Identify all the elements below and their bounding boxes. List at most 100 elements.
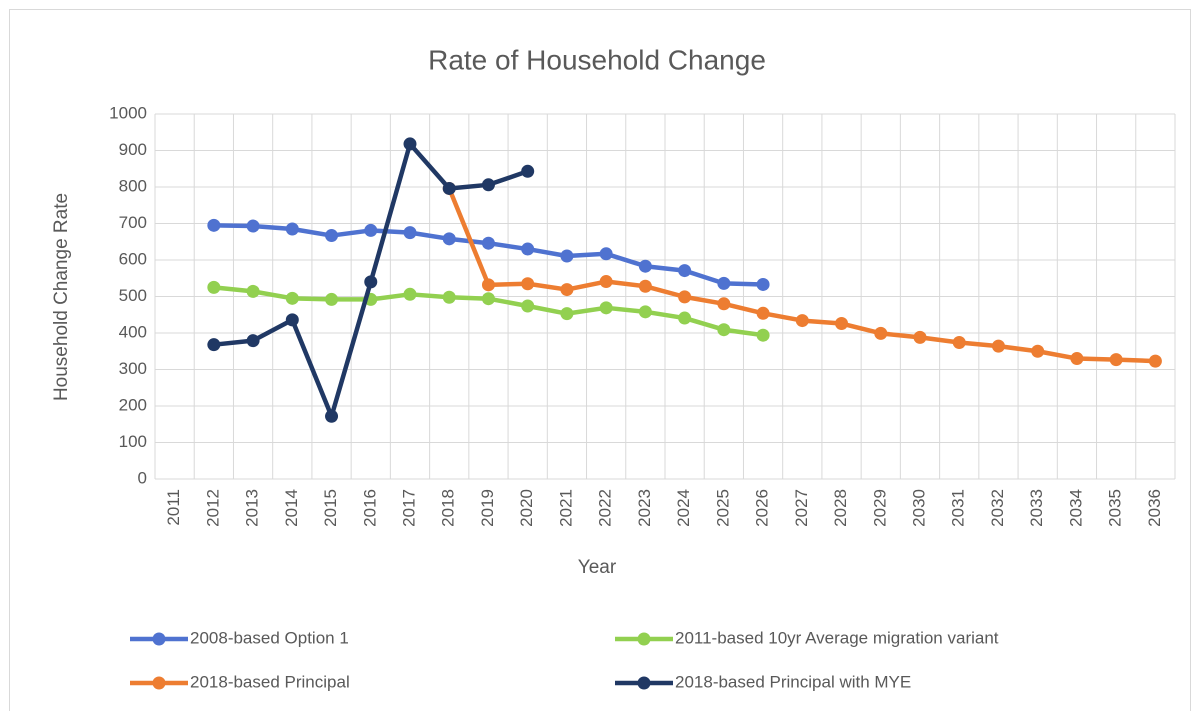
point-marker (246, 334, 260, 348)
x-tick-label: 2034 (1066, 489, 1085, 527)
y-tick-label: 300 (119, 359, 147, 378)
point-marker (521, 242, 535, 256)
point-marker (442, 181, 456, 195)
point-marker (403, 137, 417, 151)
legend-marker (152, 676, 166, 690)
point-marker (717, 297, 731, 311)
point-marker (325, 229, 339, 243)
point-marker (991, 339, 1005, 353)
x-tick-label: 2035 (1106, 489, 1125, 527)
point-marker (638, 259, 652, 273)
legend-label: 2008-based Option 1 (190, 628, 349, 647)
x-tick-label: 2023 (635, 489, 654, 527)
point-marker (795, 314, 809, 328)
point-marker (246, 284, 260, 298)
legend-label: 2011-based 10yr Average migration varian… (675, 628, 999, 647)
x-tick-label: 2013 (243, 489, 262, 527)
legend-label: 2018-based Principal with MYE (675, 672, 911, 691)
x-tick-label: 2030 (909, 489, 928, 527)
x-tick-label: 2019 (478, 489, 497, 527)
point-marker (638, 279, 652, 293)
grid: 0 100 200 300 400 500 600 700 800 900 1000 2011 2012… (109, 103, 1176, 527)
y-tick-label: 200 (119, 395, 147, 414)
x-tick-label: 2015 (321, 489, 340, 527)
point-marker (1031, 344, 1045, 358)
x-tick-label: 2031 (949, 489, 968, 527)
point-marker (481, 236, 495, 250)
legend: 2008-based Option 1 2011-based 10yr Avera… (130, 628, 999, 691)
point-marker (1070, 352, 1084, 366)
point-marker (285, 222, 299, 236)
y-tick-label: 700 (119, 213, 147, 232)
point-marker (481, 278, 495, 292)
point-marker (325, 292, 339, 306)
point-marker (717, 276, 731, 290)
chart-title: Rate of Household Change (428, 44, 766, 75)
x-tick-label: 2033 (1027, 489, 1046, 527)
point-marker (678, 311, 692, 325)
point-marker (207, 218, 221, 232)
point-marker (403, 287, 417, 301)
point-marker (678, 264, 692, 278)
point-marker (874, 326, 888, 340)
y-tick-label: 100 (119, 432, 147, 451)
point-marker (403, 226, 417, 240)
x-tick-label: 2018 (439, 489, 458, 527)
y-tick-label: 600 (119, 249, 147, 268)
y-axis-title: Household Change Rate (51, 193, 72, 401)
point-marker (1148, 354, 1162, 368)
legend-label: 2018-based Principal (190, 672, 350, 691)
x-axis-title: Year (578, 557, 617, 578)
point-marker (599, 301, 613, 315)
point-marker (952, 335, 966, 349)
point-marker (364, 275, 378, 289)
x-tick-label: 2027 (792, 489, 811, 527)
point-marker (599, 275, 613, 289)
y-tick-label: 900 (119, 140, 147, 159)
x-tick-label: 2029 (870, 489, 889, 527)
plot-area (207, 137, 1162, 423)
point-marker (364, 223, 378, 237)
point-marker (521, 299, 535, 313)
legend-marker (152, 632, 166, 646)
point-marker (638, 305, 652, 319)
legend-marker (637, 632, 651, 646)
x-tick-label: 2021 (556, 489, 575, 527)
point-marker (442, 232, 456, 246)
x-tick-label: 2036 (1145, 489, 1164, 527)
point-marker (560, 249, 574, 263)
point-marker (756, 328, 770, 342)
point-marker (599, 247, 613, 261)
legend-marker (637, 676, 651, 690)
x-tick-label: 2017 (399, 489, 418, 527)
point-marker (481, 292, 495, 306)
y-tick-label: 500 (119, 286, 147, 305)
point-marker (325, 409, 339, 423)
point-marker (1109, 353, 1123, 367)
y-tick-label: 800 (119, 176, 147, 195)
point-marker (246, 219, 260, 233)
x-tick-label: 2020 (517, 489, 536, 527)
x-tick-label: 2014 (282, 489, 301, 527)
y-tick-label: 0 (138, 468, 147, 487)
point-marker (207, 338, 221, 352)
point-marker (207, 280, 221, 294)
point-marker (521, 164, 535, 178)
x-tick-label: 2011 (164, 489, 183, 526)
x-tick-label: 2012 (203, 489, 222, 527)
point-marker (560, 307, 574, 321)
x-tick-label: 2016 (360, 489, 379, 527)
x-tick-label: 2032 (988, 489, 1007, 527)
x-tick-label: 2025 (713, 489, 732, 527)
chart-frame (9, 9, 1191, 711)
y-tick-label: 400 (119, 322, 147, 341)
x-tick-label: 2024 (674, 489, 693, 527)
point-marker (756, 306, 770, 320)
point-marker (481, 178, 495, 192)
y-tick-label: 1000 (109, 103, 147, 122)
x-tick-label: 2026 (753, 489, 772, 527)
point-marker (678, 290, 692, 304)
point-marker (560, 283, 574, 297)
point-marker (756, 277, 770, 291)
